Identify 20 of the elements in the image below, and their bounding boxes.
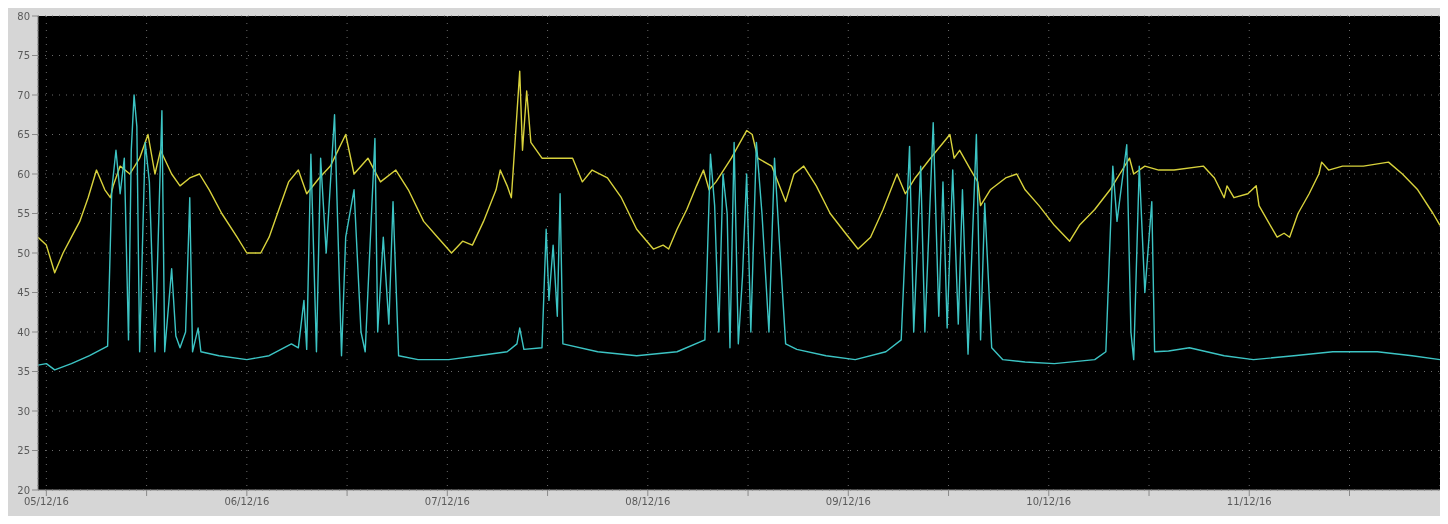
y-tick-label: 20 (17, 484, 30, 496)
y-tick-label: 40 (17, 326, 30, 338)
y-tick-label: 35 (17, 366, 30, 378)
x-tick-label: 11/12/16 (1226, 496, 1272, 508)
y-tick-label: 50 (17, 247, 30, 259)
y-tick-label: 75 (17, 50, 30, 62)
x-tick-label: 09/12/16 (825, 496, 871, 508)
x-tick-label: 06/12/16 (224, 496, 270, 508)
y-tick-label: 60 (17, 168, 30, 180)
y-tick-label: 80 (17, 10, 30, 22)
y-tick-label: 25 (17, 445, 30, 457)
y-tick-label: 65 (17, 129, 30, 141)
y-tick-label: 55 (17, 208, 30, 220)
x-tick-label: 05/12/16 (23, 496, 69, 508)
x-tick-label: 08/12/16 (625, 496, 671, 508)
y-tick-label: 70 (17, 89, 30, 101)
y-tick-label: 45 (17, 287, 30, 299)
x-tick-label: 10/12/16 (1026, 496, 1072, 508)
x-tick-label: 07/12/16 (424, 496, 470, 508)
y-tick-label: 30 (17, 405, 30, 417)
